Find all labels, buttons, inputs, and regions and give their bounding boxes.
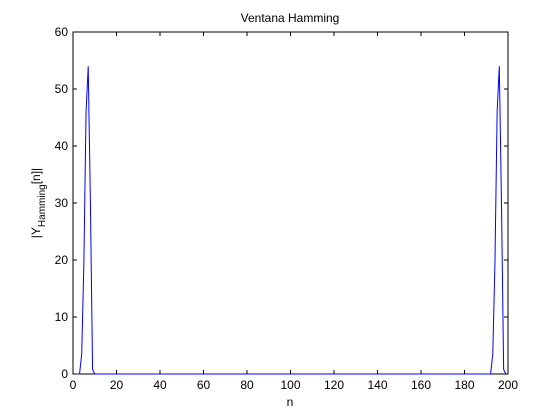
series-line <box>73 66 507 375</box>
x-tick-label: 60 <box>197 378 211 392</box>
x-tick-label: 200 <box>498 378 518 392</box>
x-tick-label: 120 <box>324 378 344 392</box>
x-tick-label: 20 <box>110 378 124 392</box>
axes-box <box>72 31 509 375</box>
x-tick-label: 40 <box>153 378 167 392</box>
x-tick-label: 160 <box>411 378 431 392</box>
y-axis-label-tail: [n]| <box>29 168 43 184</box>
x-tick-label: 140 <box>367 378 387 392</box>
y-tick-label: 0 <box>61 367 68 381</box>
x-axis-label: n <box>287 395 294 409</box>
data-layer <box>73 66 507 375</box>
chart-title: Ventana Hamming <box>241 11 340 25</box>
y-tick-label: 30 <box>55 196 69 210</box>
y-tick-label: 60 <box>55 25 69 39</box>
y-axis: 0 10 20 30 40 50 60 <box>55 25 508 381</box>
y-tick-label: 20 <box>55 253 69 267</box>
y-tick-label: 50 <box>55 82 69 96</box>
y-tick-label: 40 <box>55 139 69 153</box>
y-axis-label-main: |Y <box>29 227 43 238</box>
y-axis-label-subscript: Hamming <box>37 184 48 227</box>
y-tick-label: 10 <box>55 310 69 324</box>
y-axis-label: |YHamming[n]| <box>29 168 48 238</box>
x-tick-label: 100 <box>280 378 300 392</box>
x-axis: 0 20 40 60 80 100 120 140 160 180 200 <box>70 32 518 392</box>
x-tick-label: 80 <box>240 378 254 392</box>
plot-area: 0 20 40 60 80 100 120 140 160 180 200 0 10 20 30 40 50 6… <box>55 25 519 392</box>
x-tick-label: 0 <box>70 378 77 392</box>
x-tick-label: 180 <box>454 378 474 392</box>
